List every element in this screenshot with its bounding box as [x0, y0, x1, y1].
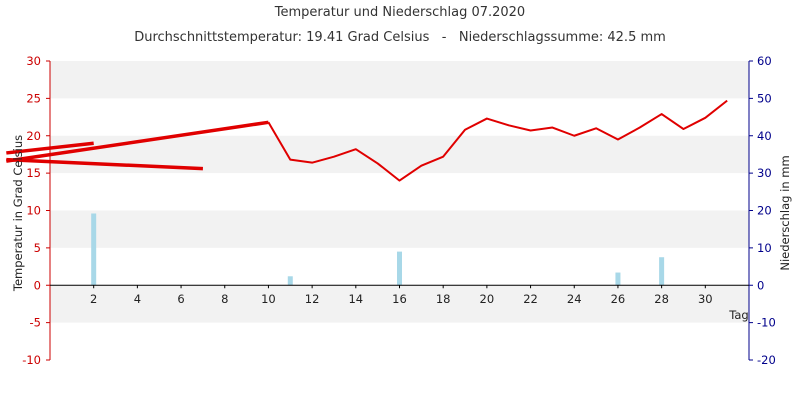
y-tick-label-left: -10 — [22, 353, 41, 367]
y-axis-label-right: Niederschlag in mm — [778, 155, 792, 270]
y-tick-label-right: 30 — [757, 166, 772, 180]
x-tick-label: 30 — [698, 292, 713, 306]
y-tick-label-left: 20 — [26, 129, 41, 143]
y-tick-label-left: 25 — [26, 91, 41, 105]
x-tick-label: 26 — [611, 292, 626, 306]
x-tick-label: 22 — [523, 292, 538, 306]
precipitation-bar — [615, 272, 621, 286]
x-tick-label: 12 — [305, 292, 320, 306]
x-tick-label: 2 — [90, 292, 97, 306]
y-tick-label-right: 50 — [757, 91, 772, 105]
precipitation-bars — [91, 213, 665, 286]
temperature-line — [267, 99, 728, 182]
precipitation-bar — [287, 276, 293, 286]
precipitation-bar — [659, 257, 665, 286]
x-tick-label: 4 — [134, 292, 141, 306]
y-tick-label-right: 10 — [757, 241, 772, 255]
y-tick-label-right: 20 — [757, 204, 772, 218]
precipitation-bar — [397, 251, 402, 286]
x-tick-label: 28 — [654, 292, 669, 306]
chart-title: Temperatur und Niederschlag 07.2020 — [274, 5, 525, 20]
x-tick-label: 16 — [392, 292, 407, 306]
grid-bands — [50, 61, 749, 323]
y-tick-label-left: 0 — [34, 278, 41, 292]
temperature-series-line — [267, 99, 728, 182]
x-tick-label: 6 — [177, 292, 184, 306]
grid-band — [50, 210, 749, 248]
axes — [46, 60, 753, 361]
chart-subtitle: Durchschnittstemperatur: 19.41 Grad Cels… — [134, 30, 666, 45]
y-tick-label-left: 10 — [26, 204, 41, 218]
y-tick-label-left: 5 — [34, 241, 41, 255]
x-tick-label: 14 — [348, 292, 363, 306]
y-tick-label-left: -5 — [30, 316, 41, 330]
y-tick-label-left: 15 — [26, 166, 41, 180]
grid-band — [50, 285, 749, 323]
y-tick-label-right: 0 — [757, 278, 764, 292]
y-tick-label-right: 40 — [757, 129, 772, 143]
x-tick-label: 10 — [261, 292, 276, 306]
grid-band — [50, 61, 749, 99]
y-tick-label-right: -20 — [757, 353, 776, 367]
y-tick-label-right: -10 — [757, 316, 776, 330]
y-tick-label-right: 60 — [757, 54, 772, 68]
x-tick-label: 24 — [567, 292, 582, 306]
temperature-artifact-line — [6, 157, 203, 171]
x-tick-label: 18 — [436, 292, 451, 306]
x-tick-label: 8 — [221, 292, 228, 306]
y-axis-label-left: Temperatur in Grad Celsius — [11, 135, 25, 292]
x-axis-label: Tag — [728, 308, 748, 322]
precipitation-bar — [91, 213, 97, 286]
y-tick-label-left: 30 — [26, 54, 41, 68]
x-tick-label: 20 — [480, 292, 495, 306]
